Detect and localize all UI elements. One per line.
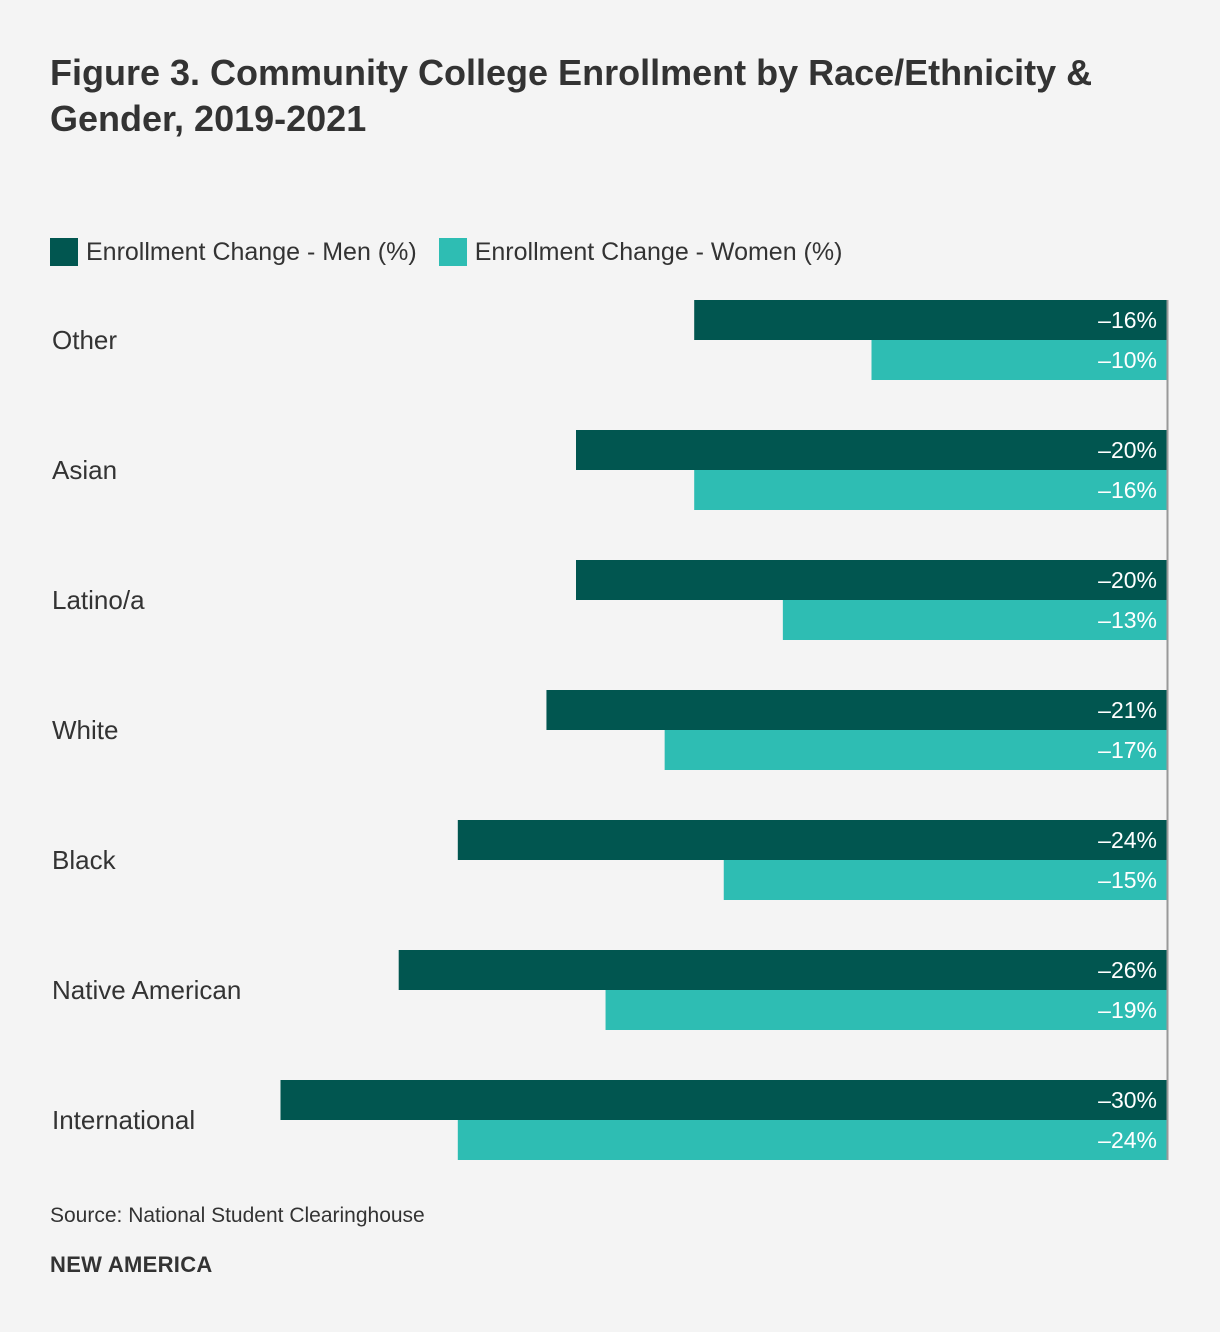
bar-chart: Other –16% –10% Asian –20% –16% Latino/a –20% –1… <box>52 300 1169 1160</box>
data-label-women-white: –17% <box>1098 737 1157 763</box>
bar-women-latino-a <box>782 600 1167 640</box>
brand-logo-text: NEW AMERICA <box>50 1252 213 1277</box>
data-label-men-international: –30% <box>1098 1087 1157 1113</box>
data-label-women-latino-a: –13% <box>1098 607 1157 633</box>
category-label-asian: Asian <box>52 455 117 485</box>
category-label-international: International <box>52 1105 195 1135</box>
bar-women-white <box>664 730 1167 770</box>
data-label-women-international: –24% <box>1098 1127 1157 1153</box>
bar-men-latino-a <box>576 560 1167 600</box>
bar-men-asian <box>576 430 1167 470</box>
category-label-black: Black <box>52 845 117 875</box>
bar-women-black <box>723 860 1167 900</box>
data-label-women-asian: –16% <box>1098 477 1157 503</box>
legend-item-men[interactable]: Enrollment Change - Men (%) <box>50 238 417 267</box>
category-label-other: Other <box>52 325 117 355</box>
bar-men-native-american <box>398 950 1167 990</box>
legend: Enrollment Change - Men (%) Enrollment C… <box>50 236 864 268</box>
data-label-men-black: –24% <box>1098 827 1157 853</box>
source-note: Source: National Student Clearinghouse <box>50 1204 425 1227</box>
data-label-women-native-american: –19% <box>1098 997 1157 1023</box>
bar-men-white <box>546 690 1167 730</box>
legend-label-women: Enrollment Change - Women (%) <box>474 237 843 266</box>
bar-men-international <box>280 1080 1167 1120</box>
bar-men-black <box>457 820 1167 860</box>
bar-men-other <box>694 300 1167 340</box>
data-label-men-white: –21% <box>1098 697 1157 723</box>
data-label-men-native-american: –26% <box>1098 957 1157 983</box>
data-label-men-asian: –20% <box>1098 437 1157 463</box>
legend-swatch-men <box>50 238 78 266</box>
bar-women-other <box>871 340 1167 380</box>
bar-women-international <box>457 1120 1167 1160</box>
legend-item-women[interactable]: Enrollment Change - Women (%) <box>438 237 843 267</box>
category-label-native-american: Native American <box>52 975 241 1005</box>
data-label-women-other: –10% <box>1098 347 1157 373</box>
chart-title: Figure 3. Community College Enrollment b… <box>50 52 1093 139</box>
bar-women-asian <box>694 470 1167 510</box>
data-label-men-latino-a: –20% <box>1098 567 1157 593</box>
bar-women-native-american <box>605 990 1167 1030</box>
category-label-latino-a: Latino/a <box>52 585 145 615</box>
legend-label-men: Enrollment Change - Men (%) <box>86 237 417 266</box>
data-label-women-black: –15% <box>1098 867 1157 893</box>
data-label-men-other: –16% <box>1098 307 1157 333</box>
category-label-white: White <box>52 715 118 745</box>
legend-swatch-women <box>438 238 467 266</box>
